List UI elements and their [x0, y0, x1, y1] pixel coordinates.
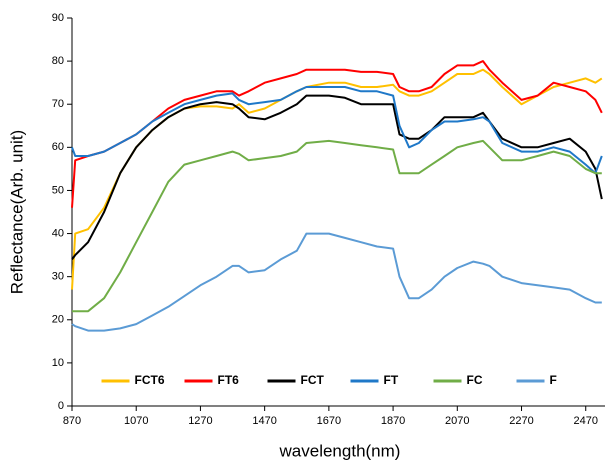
- y-tick-label: 70: [52, 98, 64, 110]
- x-tick-label: 870: [63, 415, 81, 427]
- y-tick-label: 10: [52, 357, 64, 369]
- y-tick-label: 60: [52, 141, 64, 153]
- x-tick-label: 1270: [188, 415, 212, 427]
- y-tick-label: 80: [52, 55, 64, 67]
- legend-text: FC: [467, 373, 483, 387]
- legend-text: FT: [384, 373, 399, 387]
- legend-text: FCT: [301, 373, 325, 387]
- series-line: [71, 94, 603, 260]
- y-tick-label: 0: [58, 400, 64, 412]
- y-tick-label: 40: [52, 227, 64, 239]
- y-tick-label: 20: [52, 314, 64, 326]
- y-tick-label: 90: [52, 12, 64, 24]
- y-tick-label: 30: [52, 271, 64, 283]
- x-tick-label: 1670: [317, 415, 341, 427]
- series-line: [71, 60, 603, 208]
- y-tick-label: 50: [52, 184, 64, 196]
- x-tick-label: 2470: [573, 415, 597, 427]
- x-axis-title: wavelength(nm): [279, 441, 401, 460]
- x-tick-label: 1070: [124, 415, 148, 427]
- legend-text: F: [550, 373, 557, 387]
- y-axis-title: Reflectance(Arb. unit): [7, 130, 26, 294]
- series-line: [72, 139, 602, 313]
- legend-text: FT6: [218, 373, 240, 387]
- x-tick-label: 2070: [445, 415, 469, 427]
- legend-text: FCT6: [135, 373, 165, 387]
- series-line: [71, 68, 603, 290]
- series-line: [71, 86, 603, 175]
- series-line: [71, 232, 602, 332]
- x-tick-label: 2270: [509, 415, 533, 427]
- x-tick-label: 1470: [252, 415, 276, 427]
- x-tick-label: 1870: [381, 415, 405, 427]
